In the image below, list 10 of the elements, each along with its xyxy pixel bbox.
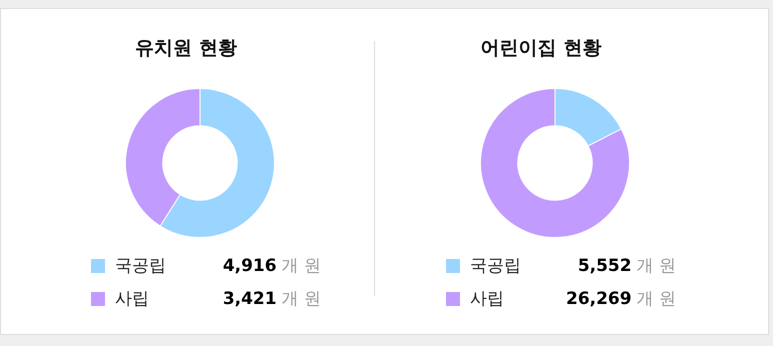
data-label: 5,552 개 원 bbox=[578, 254, 676, 277]
chart-title: 유치원 현황 bbox=[134, 36, 238, 61]
data-label: 26,269 개 원 bbox=[566, 288, 676, 310]
chart-title: 어린이집 현황 bbox=[480, 36, 602, 61]
data-label: 4,916 개 원 bbox=[222, 254, 321, 277]
legend-label: 국공립 bbox=[470, 255, 522, 277]
legend-label: 사립 bbox=[470, 288, 505, 310]
data-label: 3,421 개 원 bbox=[222, 288, 321, 310]
legend-label: 국공립 bbox=[115, 255, 167, 277]
legend-label: 사립 bbox=[115, 288, 150, 310]
